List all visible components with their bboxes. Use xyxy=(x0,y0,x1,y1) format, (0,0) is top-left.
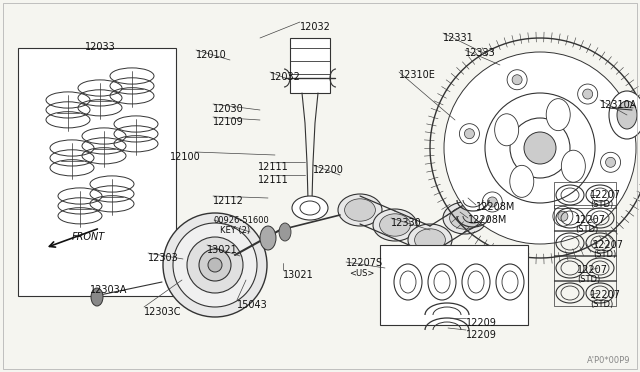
Ellipse shape xyxy=(380,214,410,236)
Text: 12032: 12032 xyxy=(300,22,331,32)
Ellipse shape xyxy=(91,288,103,306)
Text: 12207: 12207 xyxy=(575,215,606,225)
Text: 12207: 12207 xyxy=(590,290,621,300)
Bar xyxy=(554,280,616,306)
Circle shape xyxy=(444,52,636,244)
Circle shape xyxy=(199,249,231,281)
Ellipse shape xyxy=(443,202,487,234)
Text: 12331: 12331 xyxy=(443,33,474,43)
Ellipse shape xyxy=(484,189,515,211)
Text: 15043: 15043 xyxy=(237,300,268,310)
Text: 12310A: 12310A xyxy=(600,100,637,110)
Text: 12207: 12207 xyxy=(593,240,624,250)
Text: 12303C: 12303C xyxy=(144,307,182,317)
Text: 12109: 12109 xyxy=(213,117,244,127)
Text: 12208M: 12208M xyxy=(476,202,515,212)
Text: 12112: 12112 xyxy=(213,196,244,206)
Bar xyxy=(554,205,616,231)
Text: <US>: <US> xyxy=(349,269,374,278)
Circle shape xyxy=(512,75,522,85)
Ellipse shape xyxy=(495,114,518,146)
Text: 12010: 12010 xyxy=(196,50,227,60)
Ellipse shape xyxy=(338,194,382,226)
Ellipse shape xyxy=(300,201,320,215)
Circle shape xyxy=(483,192,502,212)
Text: 13021: 13021 xyxy=(283,270,314,280)
Circle shape xyxy=(173,223,257,307)
Circle shape xyxy=(553,206,573,226)
Ellipse shape xyxy=(546,99,570,131)
Ellipse shape xyxy=(609,91,640,139)
Ellipse shape xyxy=(450,207,481,229)
Circle shape xyxy=(507,70,527,90)
Text: 12209: 12209 xyxy=(466,330,497,340)
Text: KEY (2): KEY (2) xyxy=(220,226,250,235)
Bar xyxy=(554,230,616,256)
Circle shape xyxy=(163,213,267,317)
Text: 00926-51600: 00926-51600 xyxy=(214,216,269,225)
Text: 13021: 13021 xyxy=(207,245,237,255)
Circle shape xyxy=(600,152,621,172)
Circle shape xyxy=(524,132,556,164)
Bar xyxy=(554,182,616,208)
Text: 12200: 12200 xyxy=(313,165,344,175)
Text: 12208M: 12208M xyxy=(468,215,508,225)
Bar xyxy=(290,38,330,93)
Ellipse shape xyxy=(279,223,291,241)
Text: 12209: 12209 xyxy=(466,318,497,328)
Circle shape xyxy=(582,89,593,99)
Circle shape xyxy=(487,197,497,207)
Text: (STD): (STD) xyxy=(577,275,600,284)
Text: 12333: 12333 xyxy=(465,48,496,58)
Text: 12100: 12100 xyxy=(170,152,201,162)
Bar xyxy=(18,48,176,296)
Text: FRONT: FRONT xyxy=(72,232,105,242)
Ellipse shape xyxy=(260,226,276,250)
Text: (STD): (STD) xyxy=(575,225,598,234)
Ellipse shape xyxy=(617,101,637,129)
Circle shape xyxy=(605,157,616,167)
Text: 12303A: 12303A xyxy=(90,285,127,295)
Circle shape xyxy=(485,93,595,203)
Text: 12330: 12330 xyxy=(391,218,422,228)
Text: (STD): (STD) xyxy=(593,250,616,259)
Circle shape xyxy=(578,84,598,104)
Text: 12032: 12032 xyxy=(270,72,301,82)
Ellipse shape xyxy=(478,184,522,216)
Circle shape xyxy=(187,237,243,293)
Text: (STD): (STD) xyxy=(590,200,613,209)
Circle shape xyxy=(558,211,568,221)
Text: 12303: 12303 xyxy=(148,253,179,263)
Circle shape xyxy=(510,118,570,178)
Ellipse shape xyxy=(561,150,586,182)
Text: 12111: 12111 xyxy=(258,175,289,185)
Ellipse shape xyxy=(373,209,417,241)
Text: (STD): (STD) xyxy=(590,300,613,309)
Ellipse shape xyxy=(292,196,328,220)
Bar xyxy=(554,255,616,281)
Ellipse shape xyxy=(344,199,376,221)
Text: 12207: 12207 xyxy=(590,190,621,200)
Text: 12207: 12207 xyxy=(577,265,608,275)
Text: 12207S: 12207S xyxy=(346,258,383,268)
Text: 12111: 12111 xyxy=(258,162,289,172)
Text: 12030: 12030 xyxy=(213,104,244,114)
Bar xyxy=(380,245,528,325)
Circle shape xyxy=(465,129,474,139)
Ellipse shape xyxy=(408,224,452,256)
Ellipse shape xyxy=(415,229,445,251)
Text: 12033: 12033 xyxy=(84,42,115,52)
Ellipse shape xyxy=(510,165,534,198)
Text: 12310E: 12310E xyxy=(399,70,436,80)
Circle shape xyxy=(460,124,479,144)
Circle shape xyxy=(208,258,222,272)
Text: A'P0*00P9: A'P0*00P9 xyxy=(586,356,630,365)
